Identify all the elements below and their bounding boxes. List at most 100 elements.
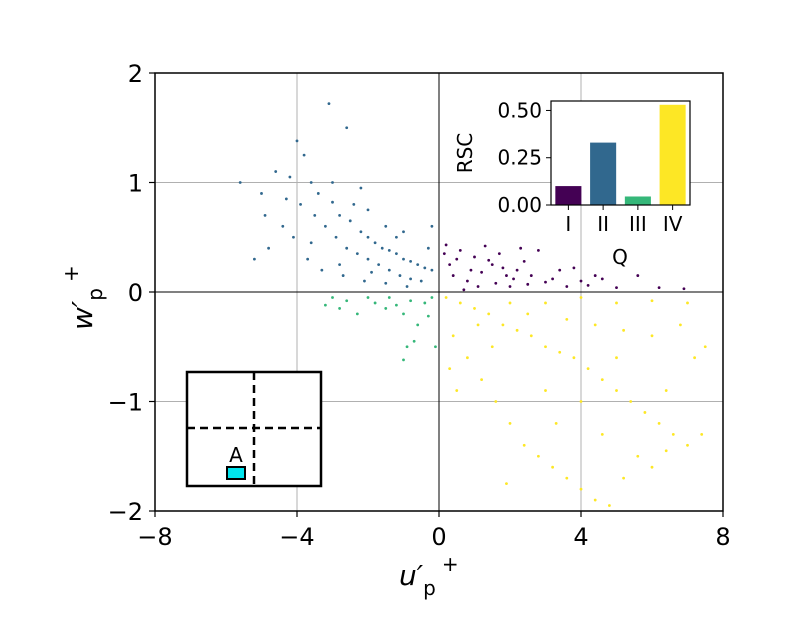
scatter-point-qIII (395, 303, 398, 307)
scatter-point-qI (522, 259, 526, 263)
scatter-point-qI (558, 268, 562, 272)
scatter-point-qI (483, 244, 487, 248)
scatter-point-qII (398, 274, 402, 277)
scatter-point-qIV (505, 482, 508, 486)
scatter-point-qIV (490, 345, 494, 349)
scatter-point-qIII (402, 312, 405, 316)
scatter-point-qIII (373, 301, 377, 305)
domain-location-map: A (185, 370, 323, 488)
scatter-point-qII (395, 252, 398, 256)
scatter-point-qII (426, 246, 430, 250)
scatter-point-qIV (600, 378, 604, 381)
scatter-points (238, 102, 707, 507)
inset-bar-III (624, 196, 651, 205)
scatter-point-qI (636, 274, 640, 277)
scatter-point-qII (324, 224, 327, 228)
inset-y-tick-label: 0.25 (497, 146, 542, 170)
scatter-point-qII (263, 213, 267, 217)
scatter-point-qIII (426, 314, 430, 318)
scatter-point-qII (355, 252, 359, 256)
scatter-point-qII (313, 213, 317, 217)
scatter-point-qI (657, 286, 661, 290)
scatter-point-qI (442, 252, 446, 256)
x-tick-label: 0 (431, 523, 446, 551)
scatter-point-qII (260, 192, 263, 195)
scatter-point-qIV (671, 432, 675, 436)
scatter-point-qIII (416, 323, 420, 327)
y-axis-label: w′p+ (59, 265, 107, 330)
scatter-point-qII (299, 203, 302, 206)
scatter-point-qIV (554, 422, 558, 425)
scatter-point-qII (238, 181, 242, 184)
scatter-point-qII (384, 281, 388, 285)
x-axis-label: u′p+ (399, 552, 459, 600)
scatter-point-qII (363, 279, 366, 283)
scatter-point-qIV (487, 312, 491, 316)
scatter-point-qI (600, 277, 604, 281)
scatter-point-qIV (451, 334, 455, 338)
scatter-point-qII (416, 263, 420, 267)
inset-y-tick-label: 0.00 (497, 193, 542, 217)
y-axis-ticks: −2 −1 0 1 2 (108, 60, 155, 526)
scatter-point-qIV (473, 307, 476, 310)
scatter-point-qIV (622, 476, 625, 480)
scatter-point-qII (366, 208, 370, 212)
x-tick-label: 8 (715, 523, 730, 551)
scatter-point-qII (341, 274, 345, 277)
scatter-point-qIII (338, 307, 341, 310)
scatter-point-qIV (544, 345, 547, 349)
scatter-point-qIV (558, 350, 562, 354)
scatter-point-qI (466, 279, 469, 283)
scatter-point-qIV (458, 301, 462, 305)
scatter-point-qIV (615, 301, 618, 305)
scatter-point-qIV (686, 443, 689, 447)
y-tick-label: −2 (108, 498, 143, 526)
scatter-point-qII (281, 224, 285, 228)
scatter-point-qI (490, 263, 494, 267)
scatter-point-qI (480, 270, 483, 274)
scatter-point-qIII (434, 345, 437, 349)
scatter-point-qI (512, 277, 515, 281)
scatter-point-qI (586, 284, 590, 287)
scatter-point-qII (348, 219, 352, 223)
scatter-point-qIV (679, 323, 682, 327)
scatter-point-qIV (494, 400, 498, 403)
inset-bar-I (555, 186, 582, 205)
scatter-point-qIV (466, 356, 469, 360)
scatter-point-qIII (412, 339, 416, 343)
y-tick-label: 0 (128, 279, 143, 307)
scatter-point-qI (615, 286, 618, 290)
inset-x-tick-label: I (565, 212, 571, 236)
scatter-point-qIV (593, 323, 597, 327)
scatter-point-qIII (387, 296, 391, 299)
scatter-point-qII (331, 200, 334, 204)
scatter-point-qIV (650, 465, 654, 469)
scatter-point-qII (359, 186, 363, 190)
x-tick-label: −4 (279, 523, 314, 551)
scatter-point-qIV (650, 334, 654, 338)
scatter-point-qI (537, 248, 540, 252)
scatter-point-qIV (508, 301, 512, 305)
scatter-point-qIV (629, 400, 633, 403)
scatter-point-qIV (615, 389, 618, 392)
scatter-point-qII (345, 246, 349, 250)
scatter-point-qII (292, 235, 295, 239)
scatter-point-qIV (600, 432, 604, 436)
x-axis-ticks: −8 −4 0 4 8 (137, 511, 731, 551)
scatter-point-qII (309, 241, 313, 245)
scatter-point-qI (476, 285, 480, 288)
scatter-point-qIII (355, 312, 359, 316)
inset-bar-II (590, 142, 617, 205)
scatter-plot: −8 −4 0 4 8 −2 −1 0 1 2 u′p+ w′p+ (59, 60, 731, 600)
inset-y-ticks: 0.00 0.25 0.50 (497, 98, 551, 217)
scatter-point-qII (284, 197, 288, 201)
scatter-point-qIV (615, 356, 618, 360)
scatter-point-qIII (402, 358, 405, 362)
zero-lines (155, 73, 723, 511)
scatter-point-qII (430, 268, 434, 272)
scatter-point-qIV (636, 454, 640, 458)
scatter-point-qIV (586, 367, 590, 371)
scatter-point-qII (316, 192, 320, 195)
scatter-point-qIV (608, 504, 611, 507)
scatter-point-qI (448, 263, 452, 267)
